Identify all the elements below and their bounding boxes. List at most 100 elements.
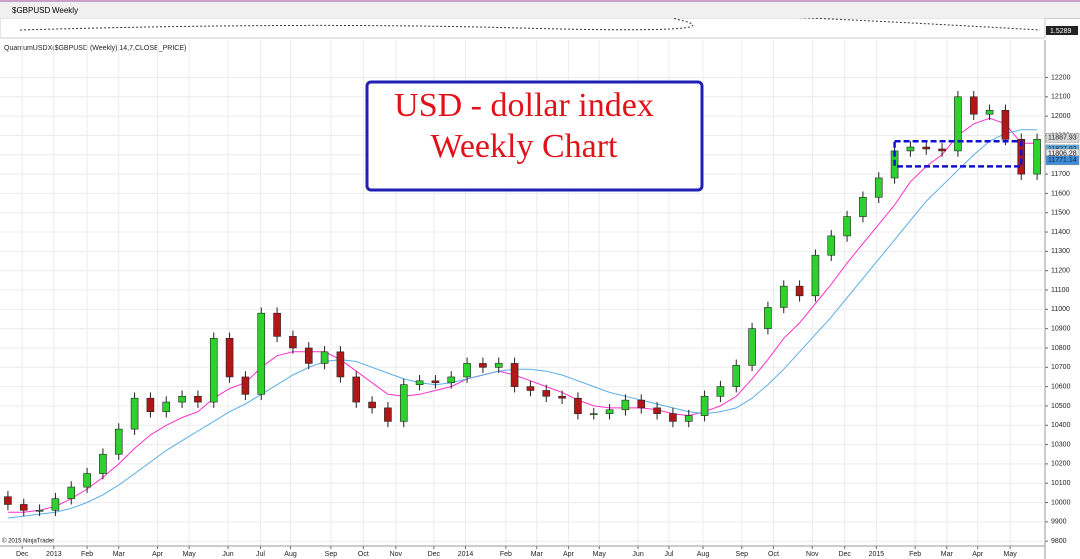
- candle-body: [795, 285, 804, 297]
- candle-body: [859, 196, 867, 217]
- candle-body: [684, 415, 693, 422]
- candle-body: [732, 365, 741, 387]
- candle-body: [83, 473, 91, 488]
- x-tick-label: Sep: [325, 551, 338, 558]
- candle-body: [130, 397, 139, 430]
- candle-body: [35, 509, 44, 512]
- candle-body: [273, 312, 281, 337]
- chart-subtitle: Weekly Chart: [430, 128, 618, 165]
- x-tick-label: Dec: [16, 551, 29, 558]
- candle-body: [463, 363, 471, 378]
- x-tick-label: May: [183, 551, 197, 558]
- candle-body: [542, 390, 551, 397]
- candle-body: [304, 347, 313, 364]
- candle-body: [209, 338, 218, 403]
- candle-body: [779, 285, 788, 308]
- y-tick-label: 12200: [1051, 74, 1071, 81]
- candle-body: [336, 351, 345, 378]
- x-tick-label: Jun: [632, 551, 643, 558]
- y-tick-label: 10000: [1051, 499, 1071, 506]
- y-tick-label: 11700: [1051, 171, 1070, 178]
- candle-body: [399, 384, 408, 422]
- y-tick-label: 10400: [1051, 422, 1071, 429]
- y-tick-label: 10700: [1051, 364, 1071, 371]
- x-tick-label: Mar: [113, 551, 126, 558]
- candle-body: [637, 399, 646, 409]
- candle-body: [431, 380, 440, 384]
- candle-body: [827, 235, 836, 256]
- x-tick-label: Mar: [941, 551, 954, 558]
- candle-body: [320, 351, 329, 364]
- y-tick-label: 10500: [1051, 403, 1071, 410]
- y-tick-label: 10200: [1051, 461, 1071, 468]
- x-tick-label: Oct: [358, 551, 369, 558]
- y-tick-label: 10100: [1051, 480, 1071, 487]
- x-tick-label: Nov: [806, 551, 819, 558]
- candle-body: [574, 397, 582, 414]
- annotation-box: [893, 139, 1023, 168]
- x-tick-label: Dec: [838, 551, 851, 558]
- x-tick-label: Apr: [972, 551, 984, 558]
- candle-body: [621, 399, 630, 411]
- period-selector[interactable]: Weekly: [52, 6, 79, 15]
- candle-body: [479, 363, 487, 368]
- candle-body: [938, 148, 946, 152]
- copyright: © 2015 NinjaTrader: [2, 538, 54, 545]
- x-tick-label: Oct: [768, 551, 779, 558]
- x-tick-label: Jun: [222, 551, 233, 558]
- y-tick-label: 11400: [1051, 229, 1070, 236]
- candle-body: [225, 338, 234, 378]
- candle-body: [906, 146, 915, 152]
- candle-body: [716, 386, 725, 397]
- moving-average-line: [7, 117, 1038, 513]
- x-tick-label: 2014: [458, 551, 474, 558]
- x-tick-label: Jul: [664, 551, 673, 558]
- x-tick-label: Sep: [736, 551, 749, 558]
- candle-body: [811, 254, 820, 297]
- x-tick-label: 2015: [869, 551, 885, 558]
- title-box: [365, 80, 704, 192]
- x-tick-label: Feb: [909, 551, 921, 558]
- candle-body: [874, 177, 883, 198]
- plot-area: 9800 9900 10000 10100 10200 10300 10400 10500 10…: [0, 40, 1080, 558]
- candle-body: [605, 409, 614, 414]
- price-marker: [1045, 133, 1080, 143]
- chart: 1.5289 QuantumUSDX($GBPUSD (Weekly),14,7…: [0, 18, 1080, 559]
- candle-body: [384, 407, 392, 422]
- candle-body: [922, 146, 931, 150]
- y-tick-label: 10300: [1051, 441, 1071, 448]
- candle-body: [368, 401, 376, 409]
- x-tick-label: 2013: [46, 551, 62, 558]
- candle-body: [653, 407, 661, 414]
- candle-body: [589, 413, 598, 415]
- x-tick-label: Nov: [390, 551, 403, 558]
- candle-body: [1017, 139, 1026, 175]
- candle-body: [194, 395, 202, 403]
- candle-body: [764, 307, 772, 329]
- y-tick-label: 11200: [1051, 268, 1070, 275]
- candle-body: [146, 397, 155, 413]
- price-marker-label: 11887.93: [1048, 135, 1077, 142]
- candle-body: [51, 498, 60, 511]
- y-tick-label: 10900: [1051, 325, 1071, 332]
- candle-body: [969, 96, 978, 115]
- candle-body: [99, 453, 107, 474]
- x-tick-label: Dec: [428, 551, 441, 558]
- price-marker-label: 11771.14: [1048, 157, 1077, 164]
- candle-body: [1001, 110, 1010, 140]
- candle-body: [241, 376, 250, 395]
- y-tick-label: 12100: [1051, 94, 1071, 101]
- instrument-selector[interactable]: $GBPUSD: [12, 6, 51, 15]
- x-tick-label: Mar: [531, 551, 544, 558]
- x-tick-label: Aug: [697, 551, 710, 558]
- candle-body: [289, 336, 297, 349]
- x-tick-label: Feb: [500, 551, 512, 558]
- candle-body: [19, 504, 28, 511]
- price-marker-label: 11806.28: [1048, 150, 1077, 157]
- chart-title: USD - dollar index: [394, 87, 654, 124]
- candle-body: [494, 363, 503, 368]
- toolbar: $GBPUSD Weekly: [0, 0, 1080, 19]
- y-tick-label: 11100: [1051, 287, 1070, 294]
- candle-body: [748, 328, 756, 366]
- y-tick-label: 11600: [1051, 190, 1070, 197]
